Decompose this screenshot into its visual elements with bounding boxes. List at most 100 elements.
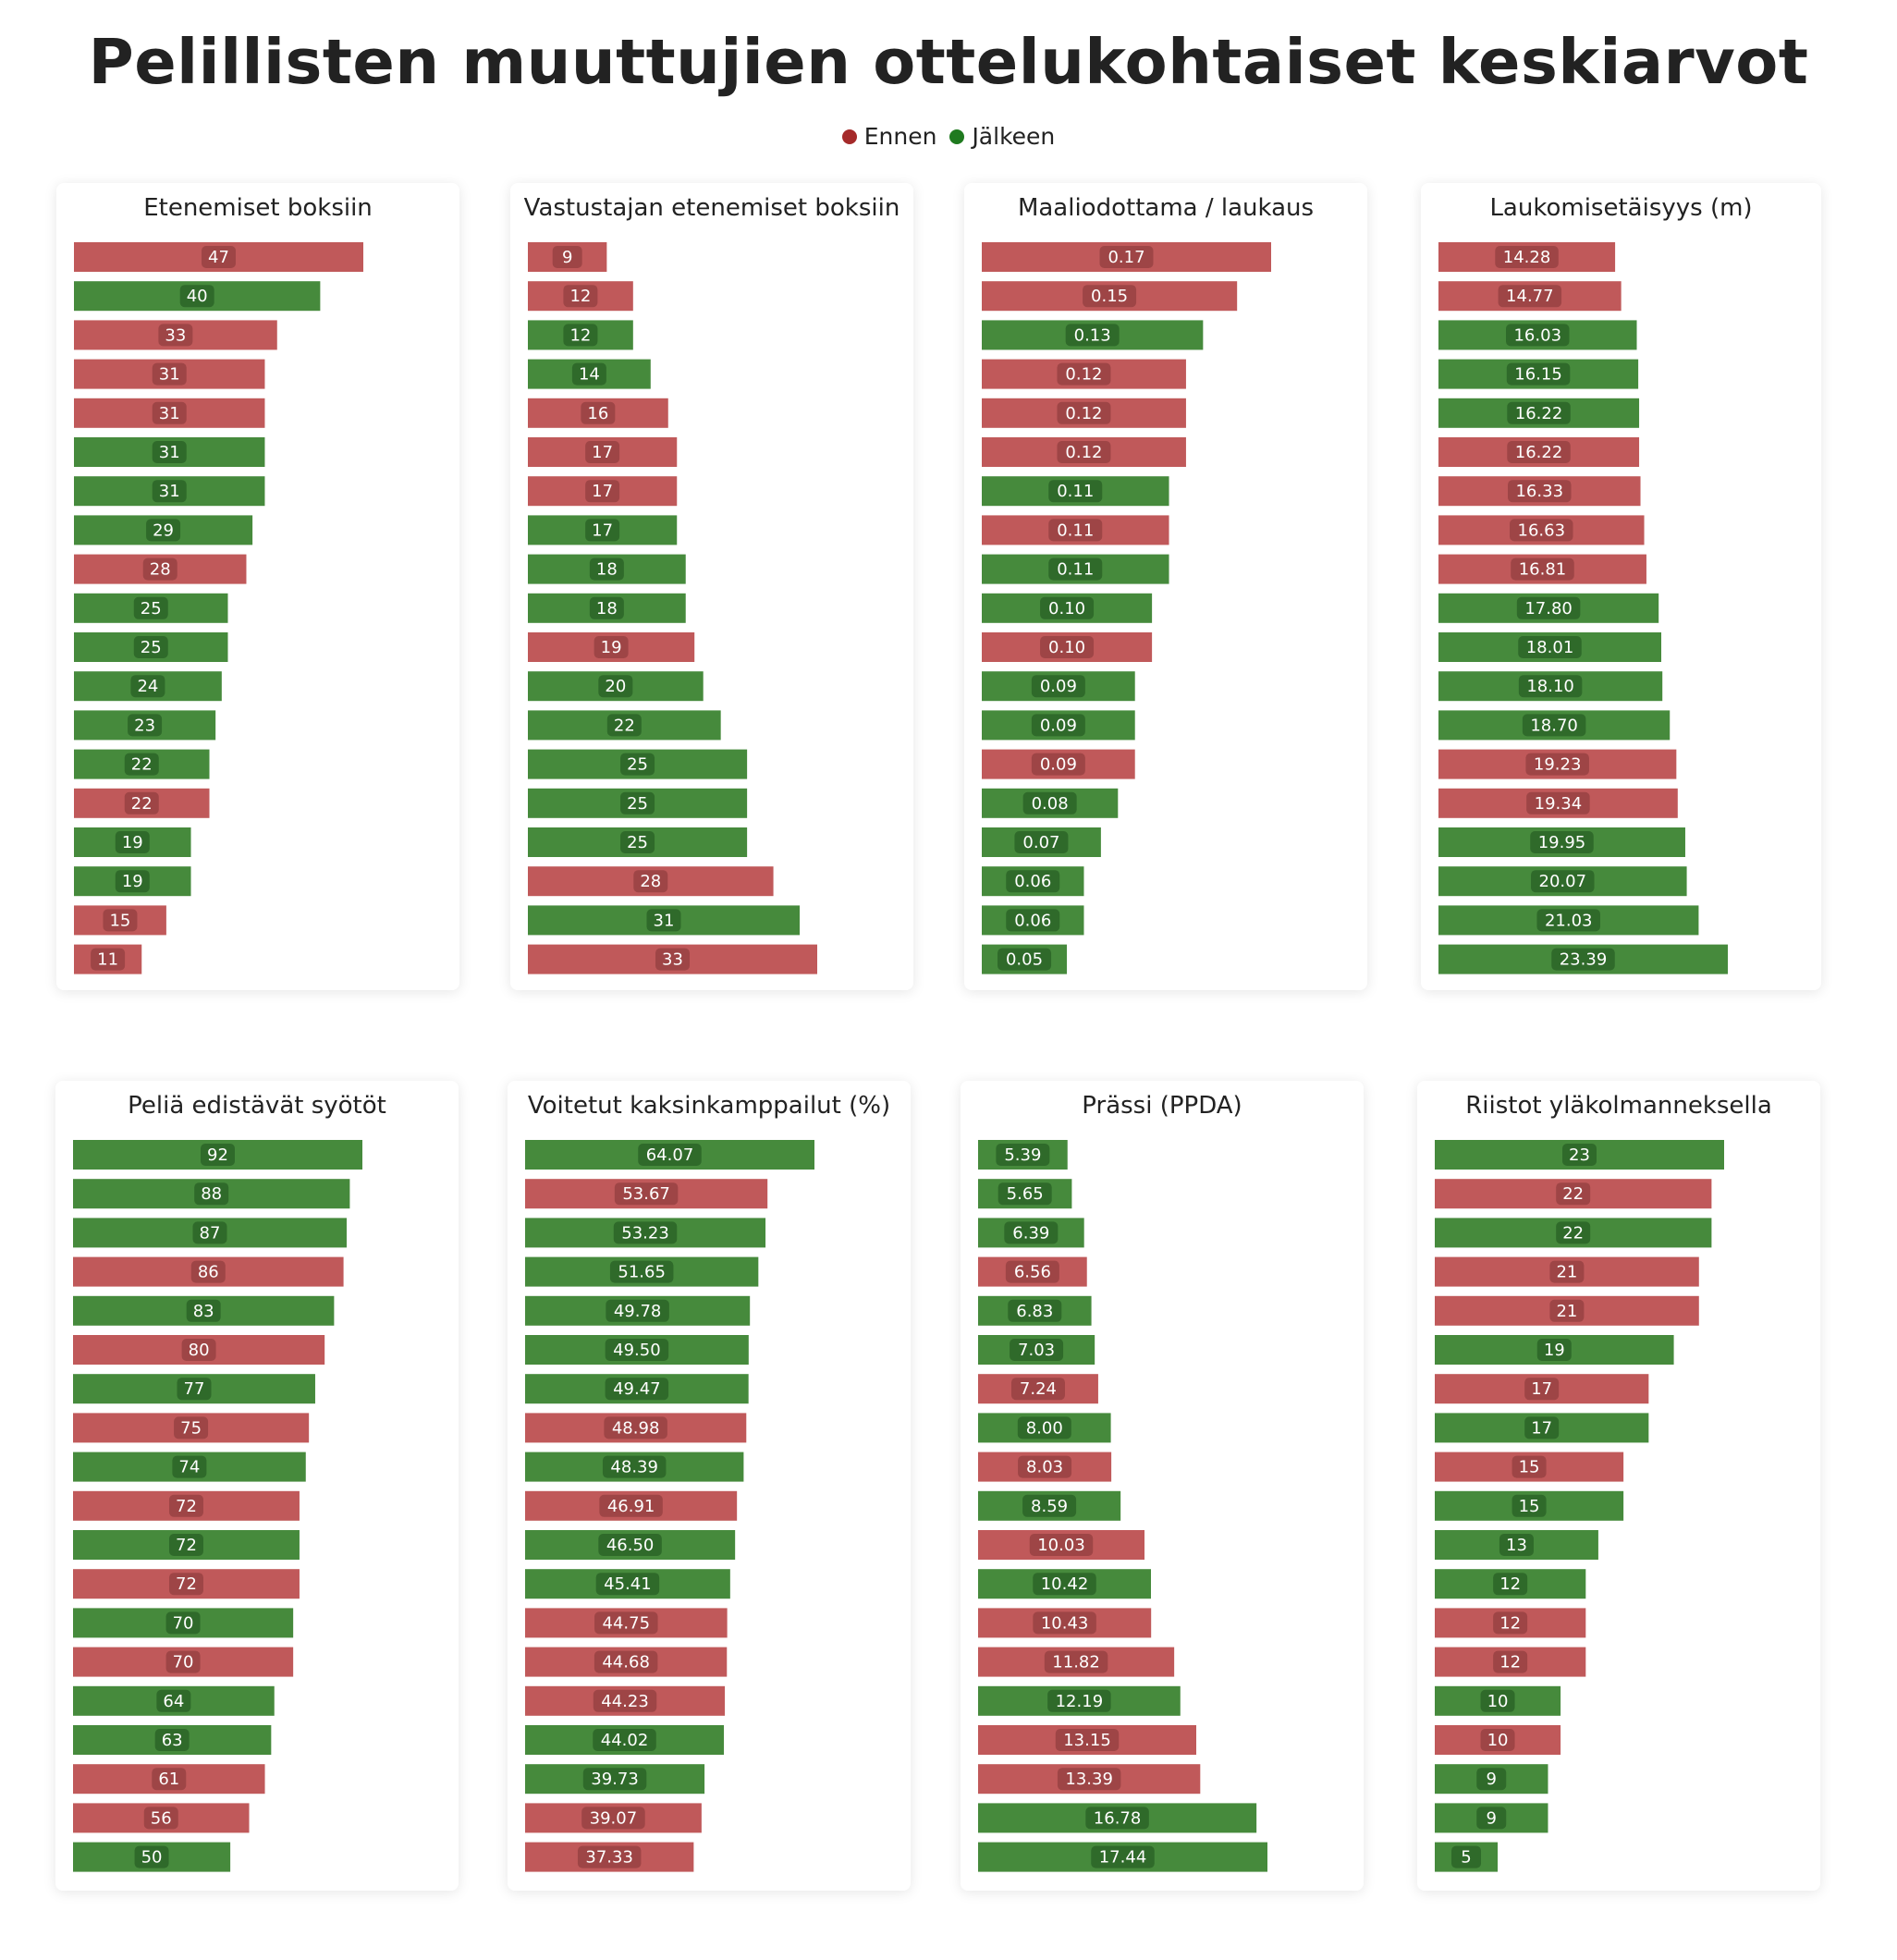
- data-label-badge: [1047, 1689, 1111, 1712]
- data-label-badge: [201, 1144, 235, 1166]
- data-label-badge: [152, 362, 187, 386]
- data-label: 0.10: [1048, 638, 1085, 657]
- data-label: 15: [1519, 1458, 1540, 1477]
- chart-panel-prassi-ppda: Prässi (PPDA) 5.39 5.65 6.39 6.56 6.83 7.03 7.2…: [961, 1081, 1364, 1891]
- data-label-badge: [186, 1299, 221, 1322]
- data-label: 44.02: [601, 1731, 649, 1750]
- data-label-badge: [190, 1260, 226, 1283]
- data-label: 39.07: [590, 1808, 638, 1828]
- data-label-badge: [571, 362, 606, 386]
- data-label-badge: [595, 1573, 660, 1596]
- data-label-badge: [1531, 870, 1595, 893]
- data-label-badge: [1022, 791, 1077, 815]
- data-label: 16.22: [1515, 404, 1563, 423]
- data-label: 56: [151, 1808, 172, 1828]
- bar-chart: 0.17 0.15 0.13 0.12 0.12 0.12 0.11 0.11 0.11 0.10…: [982, 242, 1271, 974]
- data-label: 11.82: [1052, 1653, 1100, 1672]
- data-label: 17.80: [1524, 599, 1573, 619]
- data-label: 22: [1562, 1184, 1584, 1204]
- data-label-badge: [1524, 1416, 1560, 1439]
- data-label-badge: [1549, 1260, 1585, 1283]
- data-label-badge: [1029, 1534, 1094, 1556]
- data-label: 9: [1487, 1808, 1497, 1828]
- data-label-badge: [168, 1534, 203, 1556]
- data-label-badge: [589, 557, 624, 581]
- data-label-badge: [154, 1729, 190, 1751]
- data-label: 16.03: [1513, 325, 1561, 345]
- chart-panel-etenemiset-boksiin: Etenemiset boksiin 47 40 33 31 31 31 31 29 28 25 25…: [56, 183, 459, 990]
- data-label: 12: [1499, 1574, 1521, 1594]
- data-label-badge: [1005, 1260, 1059, 1283]
- data-label: 0.11: [1057, 560, 1094, 580]
- data-label: 13.39: [1065, 1770, 1113, 1789]
- data-label: 14.77: [1506, 287, 1554, 306]
- data-label: 14.28: [1503, 248, 1551, 267]
- data-label-badge: [1057, 1768, 1121, 1791]
- data-label-badge: [1511, 1494, 1547, 1517]
- data-label: 15: [109, 911, 130, 930]
- data-label: 40: [187, 287, 208, 306]
- data-label-badge: [1006, 870, 1060, 893]
- data-label-badge: [1033, 1573, 1096, 1596]
- data-label-badge: [128, 714, 163, 737]
- data-label: 8.03: [1026, 1458, 1063, 1477]
- data-label: 10: [1487, 1692, 1509, 1711]
- legend-dot-ennen: [841, 129, 857, 144]
- data-label: 16.63: [1518, 521, 1566, 540]
- legend-dot-jalkeen: [949, 129, 965, 144]
- data-label: 16.78: [1094, 1808, 1142, 1828]
- bar-chart: 64.07 53.67 53.23 51.65 49.78 49.50 49.47 48.98…: [525, 1140, 814, 1872]
- chart-title: Riistot yläkolmanneksella: [1465, 1092, 1772, 1120]
- data-label: 0.12: [1065, 365, 1102, 385]
- chart-title: Laukomisetäisyys (m): [1489, 194, 1753, 222]
- data-label: 31: [654, 911, 675, 930]
- data-label-badge: [1511, 1455, 1547, 1478]
- data-label: 12: [569, 287, 591, 306]
- data-label: 0.06: [1014, 911, 1051, 930]
- data-label: 10.43: [1041, 1613, 1089, 1633]
- data-label-badge: [585, 519, 620, 542]
- data-label: 17: [592, 521, 613, 540]
- data-label-badge: [613, 1221, 678, 1244]
- data-label: 33: [165, 325, 186, 345]
- data-label: 19: [122, 872, 143, 891]
- data-label: 75: [180, 1418, 202, 1438]
- data-label-badge: [593, 1689, 657, 1712]
- data-label-badge: [1031, 675, 1085, 698]
- data-label: 0.12: [1065, 404, 1102, 423]
- data-label: 25: [141, 599, 162, 619]
- data-label: 8.59: [1031, 1497, 1068, 1516]
- data-label-badge: [146, 519, 181, 542]
- data-label: 72: [176, 1497, 197, 1516]
- data-label: 31: [159, 404, 180, 423]
- data-label: 5.39: [1004, 1145, 1041, 1165]
- data-label-badge: [124, 753, 159, 776]
- data-label: 25: [627, 833, 648, 852]
- data-label: 25: [627, 755, 648, 775]
- data-label-badge: [1022, 1494, 1077, 1517]
- data-label: 17: [592, 443, 613, 462]
- data-label-badge: [1508, 480, 1572, 503]
- data-label-badge: [1518, 675, 1583, 698]
- data-label-badge: [91, 948, 126, 971]
- data-label: 61: [158, 1770, 179, 1789]
- data-label: 21: [1556, 1263, 1577, 1282]
- legend-item-jalkeen: Jälkeen: [949, 123, 1055, 150]
- data-label-badge: [609, 1260, 674, 1283]
- data-label: 22: [614, 716, 635, 735]
- legend-item-ennen: Ennen: [841, 123, 936, 150]
- data-label-badge: [655, 948, 690, 971]
- data-label: 25: [141, 638, 162, 657]
- data-label-badge: [1480, 1729, 1515, 1751]
- data-label-badge: [1522, 714, 1586, 737]
- data-label: 8.00: [1026, 1418, 1063, 1438]
- data-label-badge: [124, 791, 159, 815]
- chart-title: Peliä edistävät syötöt: [128, 1092, 386, 1120]
- data-label-badge: [1057, 401, 1111, 424]
- data-label-badge: [1018, 1455, 1072, 1478]
- data-label-badge: [172, 1455, 207, 1478]
- chart-title: Voitetut kaksinkamppailut (%): [527, 1092, 891, 1120]
- data-label-badge: [1017, 1416, 1071, 1439]
